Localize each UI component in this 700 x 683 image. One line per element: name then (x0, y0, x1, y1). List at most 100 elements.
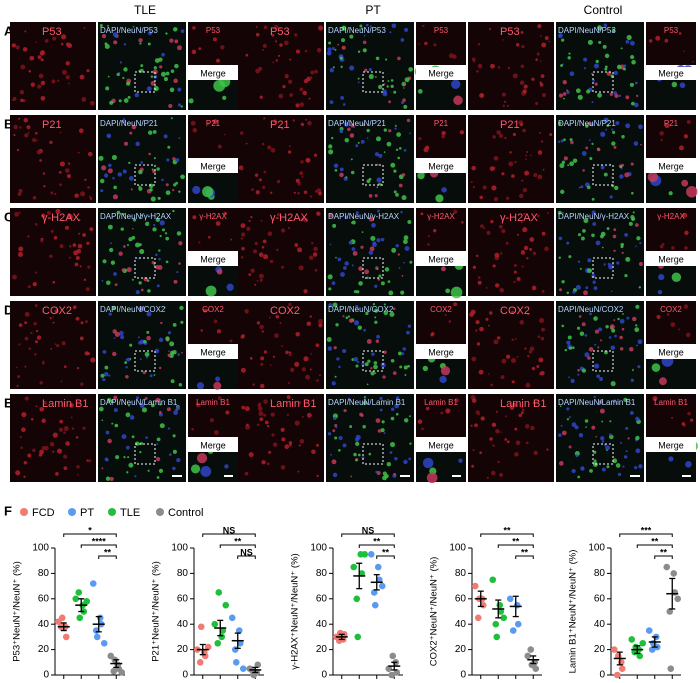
cell (404, 373, 407, 376)
cell (479, 326, 484, 332)
data-point (110, 667, 118, 675)
cell (498, 224, 503, 229)
cell (682, 212, 688, 218)
cell (165, 190, 171, 196)
cell (266, 424, 270, 428)
cell (334, 375, 337, 378)
cell (531, 285, 537, 291)
cell (367, 359, 371, 363)
cell (559, 288, 563, 292)
cell (629, 411, 634, 415)
cell (569, 138, 573, 142)
inset-label: Merge (200, 347, 226, 357)
cell (313, 153, 318, 157)
cell (398, 183, 403, 188)
cell (144, 397, 148, 400)
cell (634, 81, 638, 85)
cell (52, 321, 55, 324)
cell (445, 408, 451, 414)
cell (258, 411, 264, 417)
cell (496, 336, 501, 340)
cell (32, 448, 36, 453)
cell (170, 350, 175, 355)
cell (141, 407, 147, 413)
cell (140, 64, 144, 68)
cell (23, 475, 26, 478)
cell (114, 423, 119, 428)
cell (261, 245, 265, 249)
cell (62, 69, 67, 75)
cell (150, 75, 154, 78)
cell (172, 209, 175, 213)
cell (39, 449, 44, 455)
cell (215, 221, 221, 226)
cell (366, 383, 369, 386)
cell (281, 265, 285, 269)
cell (623, 397, 628, 403)
cell (351, 220, 356, 225)
cell (57, 79, 60, 82)
cell (382, 475, 387, 481)
cell (395, 148, 399, 152)
cell (576, 326, 581, 330)
cell (263, 117, 266, 120)
cell (540, 74, 545, 78)
cell (13, 124, 18, 130)
cell (294, 33, 298, 37)
cell (18, 343, 21, 346)
cell (499, 252, 503, 255)
cell (15, 366, 18, 369)
cell (511, 174, 515, 178)
cell (140, 288, 144, 292)
cell (492, 264, 496, 268)
cell (612, 130, 616, 134)
cell (165, 71, 170, 76)
cell (29, 55, 35, 61)
cell (336, 357, 340, 361)
cell (131, 435, 135, 439)
cell (28, 347, 32, 350)
cell (353, 357, 359, 362)
cell (281, 437, 286, 442)
inset-label: COX2 (430, 305, 452, 314)
cell (165, 260, 169, 264)
cell (592, 222, 597, 226)
cell (612, 458, 618, 464)
cell (327, 346, 333, 351)
cell (602, 44, 607, 49)
cell (249, 356, 253, 360)
cell (126, 244, 130, 247)
legend-label: PT (80, 507, 94, 519)
cell (501, 358, 507, 364)
cell (164, 306, 166, 309)
cell (56, 344, 60, 348)
cell (593, 316, 598, 321)
y-tick-label: 40 (316, 619, 328, 630)
cell (344, 261, 349, 266)
data-point (674, 595, 682, 603)
cell (175, 181, 179, 185)
y-tick-label: 80 (38, 568, 50, 579)
cell (35, 41, 37, 44)
data-point (215, 589, 223, 596)
cell (616, 261, 620, 265)
cell (359, 24, 363, 28)
cell (558, 140, 561, 143)
cell (177, 103, 182, 107)
cell (101, 279, 104, 282)
row-letter: C (4, 209, 14, 224)
cell (514, 160, 517, 164)
legend-label: Control (168, 507, 203, 519)
cell (595, 59, 599, 64)
cell (263, 170, 267, 174)
cell (143, 339, 147, 344)
cell (113, 408, 118, 413)
cell (32, 196, 36, 200)
cell (331, 381, 336, 386)
cell (250, 268, 255, 273)
cell (269, 259, 274, 264)
cell (563, 138, 566, 142)
cell (593, 63, 600, 69)
cell (600, 131, 606, 137)
inset-label-box (646, 160, 696, 173)
